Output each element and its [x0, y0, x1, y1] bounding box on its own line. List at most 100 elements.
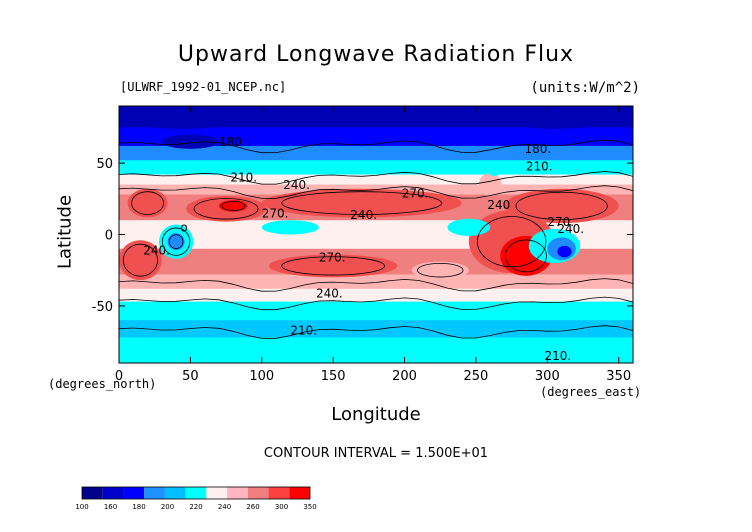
x-tick-label: 100 — [249, 369, 274, 384]
colorbar-label: 240 — [218, 503, 231, 511]
heat-blob — [126, 111, 241, 129]
contour-line — [119, 139, 633, 154]
x-tick-label: 300 — [535, 369, 560, 384]
contour-line — [193, 198, 259, 220]
heat-band — [119, 288, 633, 303]
colorbar-label: 160 — [104, 503, 117, 511]
x-tick-label: 150 — [321, 369, 346, 384]
chart-title: Upward Longwave Radiation Flux — [177, 42, 575, 67]
heat-blob — [261, 188, 462, 218]
contour-label: 270. — [262, 206, 289, 220]
contour-label: 240 — [487, 198, 510, 212]
contour-label: 180. — [219, 135, 246, 149]
heat-blob — [218, 200, 248, 212]
contour-line — [281, 191, 443, 215]
contour-label: 210. — [544, 349, 571, 363]
heat-blob — [233, 106, 434, 124]
y-axis-label: Latitude — [54, 194, 76, 270]
contour-label: 240. — [557, 222, 584, 236]
contour-line — [162, 227, 191, 256]
heat-blob — [261, 220, 319, 235]
contour-label: 270. — [319, 251, 346, 265]
heat-blob — [167, 233, 185, 251]
contour-line — [476, 216, 547, 268]
colorbar-swatch — [227, 487, 248, 499]
colorbar-swatch — [123, 487, 145, 499]
contour-label: o — [180, 221, 187, 235]
colorbar-label: 180 — [132, 503, 145, 511]
y-tick-label: 0 — [105, 229, 113, 244]
contour-label: 210. — [230, 171, 257, 185]
x-tick-label: 200 — [392, 369, 417, 384]
heat-band — [119, 174, 633, 186]
heat-blob — [557, 245, 572, 258]
colorbar-swatch — [268, 487, 290, 499]
contour-label: 270. — [402, 186, 429, 200]
contour-label: 210. — [290, 323, 317, 337]
x-tick-label: 0 — [115, 369, 123, 384]
heat-blob — [161, 134, 219, 149]
colorbar-swatch — [247, 487, 269, 499]
colorbar-swatch — [82, 487, 103, 499]
colorbar-label: 300 — [275, 503, 288, 511]
heat-blob — [487, 164, 502, 176]
heat-blob — [478, 173, 502, 196]
contour-label: 210. — [526, 159, 553, 173]
contour-line — [119, 171, 633, 185]
heat-blob — [411, 261, 469, 279]
colorbar-label: 100 — [75, 503, 88, 511]
heat-blob — [127, 188, 168, 218]
heat-blob — [347, 225, 434, 238]
contour-labels: 180.210.240.270. 240.270.240270.240.180.2… — [143, 135, 584, 363]
heat-blob — [497, 106, 612, 129]
contour-line — [281, 256, 385, 276]
x-tick-label: 250 — [464, 369, 489, 384]
y-tick-label: 50 — [96, 157, 113, 172]
contour-line — [119, 185, 633, 199]
colorbar-label: 220 — [189, 503, 202, 511]
units-subtitle: (units:W/m^2) — [530, 80, 640, 96]
colorbar-label: 200 — [161, 503, 174, 511]
y-axis-ticks: -50 0 50 — [92, 157, 633, 315]
colorbar-swatch — [164, 487, 186, 499]
heat-band — [119, 160, 633, 176]
colorbar-swatch — [206, 487, 228, 499]
colorbar-swatch — [289, 487, 310, 499]
contour-line — [417, 262, 464, 278]
heat-blob — [119, 240, 162, 281]
contour-label: 240. — [283, 178, 310, 192]
colorbar: 100 160 180 200 220 240 260 300 350 — [75, 486, 317, 511]
heatmap-fill — [119, 106, 633, 363]
heat-band — [119, 301, 633, 322]
x-tick-label: 350 — [606, 369, 631, 384]
contour-line — [119, 296, 633, 311]
contour-label: 240. — [350, 208, 377, 222]
colorbar-swatch — [144, 487, 165, 499]
colorbar-label: 260 — [246, 503, 259, 511]
y-axis-units: (degrees_north) — [48, 377, 157, 391]
contour-line — [122, 243, 158, 277]
contour-label: 270. — [547, 215, 574, 229]
contour-interval-text: CONTOUR INTERVAL = 1.500E+01 — [263, 446, 489, 461]
colorbar-frame — [81, 486, 311, 500]
contour-line — [168, 234, 184, 249]
x-tick-label: 50 — [182, 369, 199, 384]
heat-blob — [268, 254, 398, 278]
contour-line — [119, 278, 633, 292]
x-axis-ticks: 0 50 100 150 200 250 300 350 — [115, 106, 631, 384]
contour-line — [131, 191, 164, 215]
heat-band — [119, 127, 633, 147]
contour-label: 240. — [143, 243, 170, 257]
x-axis-units: (degrees_east) — [540, 385, 642, 399]
x-axis-label: Longitude — [331, 404, 421, 425]
y-tick-label: -50 — [92, 300, 113, 315]
colorbar-swatch — [102, 487, 124, 499]
contour-line — [515, 191, 608, 221]
colorbar-swatch — [185, 487, 207, 499]
contour-line — [119, 325, 633, 339]
contour-line — [504, 239, 547, 273]
contour-label: 240. — [316, 286, 343, 300]
contour-label: 180. — [524, 142, 551, 156]
file-subtitle: [ULWRF_1992-01_NCEP.nc] — [120, 80, 287, 94]
